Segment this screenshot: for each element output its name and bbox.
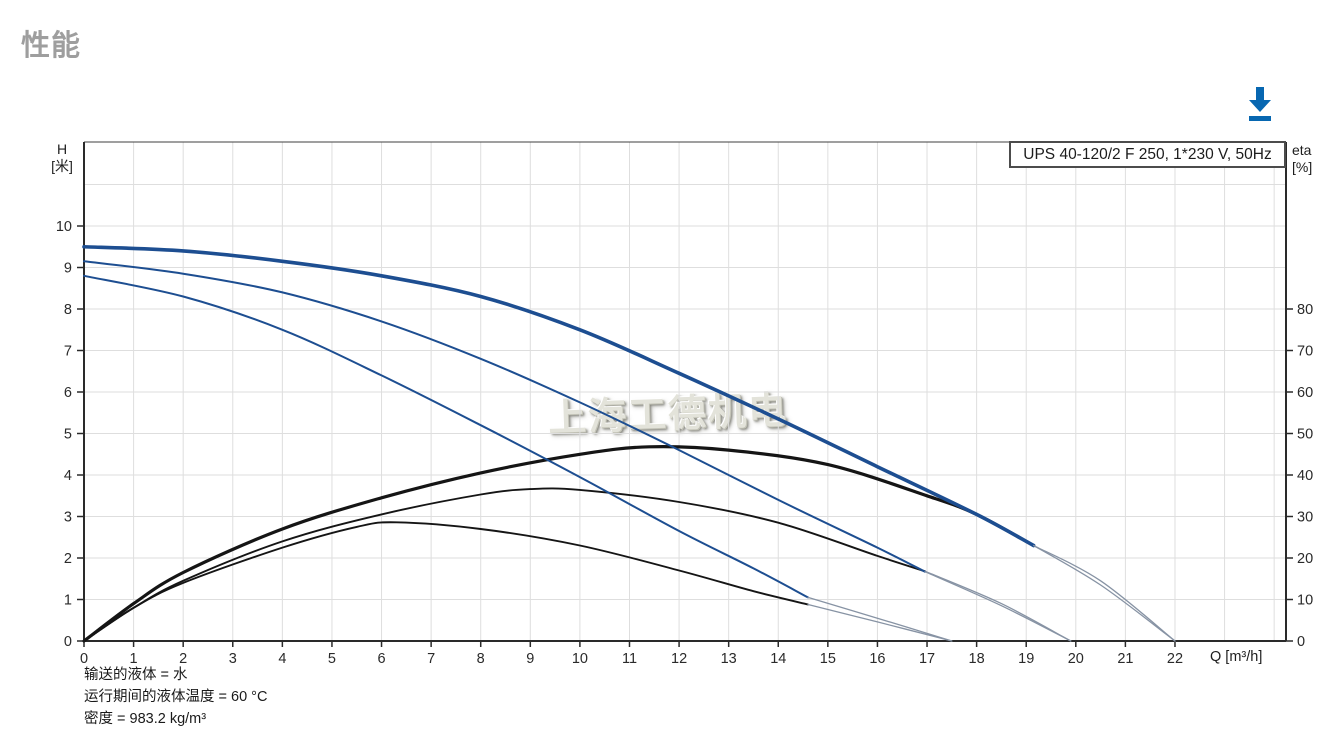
curve-eta-speed3 [82, 444, 1036, 643]
footnote-density: 密度 = 983.2 kg/m³ [84, 711, 207, 727]
x-axis-title: Q [m³/h] [1210, 649, 1263, 665]
download-icon [1249, 87, 1271, 121]
x-tick-label: 2 [179, 651, 187, 667]
right-tick-label: 0 [1297, 634, 1305, 650]
x-tick-label: 8 [477, 651, 485, 667]
x-tick-label: 12 [671, 651, 687, 667]
curve-eta-speed1 [83, 521, 809, 642]
x-tick-label: 18 [969, 651, 985, 667]
curve-H-speed1 [83, 274, 809, 599]
right-tick-label: 50 [1297, 427, 1313, 443]
right-axis-symbol: eta [1292, 142, 1312, 158]
curve-H-speed1-ext [807, 596, 953, 642]
right-tick-label: 10 [1297, 593, 1313, 609]
x-tick-label: 3 [229, 651, 237, 667]
x-tick-label: 0 [80, 651, 88, 667]
left-axis-unit: [米] [51, 158, 73, 174]
x-tick-label: 5 [328, 651, 336, 667]
x-tick-label: 17 [919, 651, 935, 667]
left-tick-label: 6 [64, 385, 72, 401]
left-tick-label: 2 [64, 551, 72, 567]
x-tick-label: 7 [427, 651, 435, 667]
left-tick-label: 4 [64, 468, 72, 484]
left-tick-label: 10 [56, 219, 72, 235]
x-tick-label: 22 [1167, 651, 1183, 667]
left-tick-label: 8 [64, 302, 72, 318]
x-tick-label: 10 [572, 651, 588, 667]
right-tick-label: 80 [1297, 302, 1313, 318]
curve-H-speed3 [82, 244, 1036, 548]
x-tick-label: 14 [770, 651, 786, 667]
x-tick-label: 11 [622, 651, 637, 667]
x-tick-label: 15 [820, 651, 836, 667]
curve-eta-speed1-ext [807, 603, 953, 642]
chart-footnotes: 输送的液体 = 水 运行期间的液体温度 = 60 °C 密度 = 983.2 k… [84, 664, 267, 730]
left-tick-label: 7 [64, 344, 72, 360]
left-tick-label: 1 [64, 593, 72, 609]
right-tick-label: 20 [1297, 551, 1313, 567]
x-tick-label: 1 [130, 651, 138, 667]
x-tick-label: 21 [1117, 651, 1133, 667]
page-title: 性能 [21, 30, 82, 62]
right-axis-title: eta [%] [1292, 142, 1312, 176]
x-tick-label: 9 [526, 651, 534, 667]
left-tick-label: 0 [64, 634, 72, 650]
curve-eta-speed2 [83, 487, 926, 642]
right-axis-unit: [%] [1292, 159, 1313, 175]
x-tick-label: 16 [869, 651, 885, 667]
curve-H-speed3-ext [1033, 544, 1176, 642]
left-axis-title: H [米] [36, 141, 88, 175]
left-tick-label: 5 [64, 427, 72, 443]
x-tick-label: 4 [278, 651, 286, 667]
x-tick-label: 13 [721, 651, 737, 667]
curve-eta-speed3-ext [1033, 544, 1176, 642]
right-tick-label: 70 [1297, 344, 1313, 360]
curve-H-speed2-ext [924, 571, 1072, 642]
footnote-liquid: 输送的液体 = 水 [84, 667, 188, 683]
footnote-temperature: 运行期间的液体温度 = 60 °C [84, 689, 268, 705]
curve-H-speed2 [83, 260, 926, 573]
left-tick-label: 3 [64, 510, 72, 526]
right-tick-label: 60 [1297, 385, 1313, 401]
download-button[interactable] [1243, 84, 1277, 124]
left-axis-symbol: H [56, 141, 68, 157]
right-tick-label: 30 [1297, 510, 1313, 526]
x-tick-label: 19 [1018, 651, 1034, 667]
x-tick-label: 6 [378, 651, 386, 667]
pump-model-label: UPS 40-120/2 F 250, 1*230 V, 50Hz [1009, 141, 1286, 168]
left-tick-label: 9 [64, 261, 72, 277]
right-tick-label: 40 [1297, 468, 1313, 484]
x-tick-label: 20 [1068, 651, 1084, 667]
